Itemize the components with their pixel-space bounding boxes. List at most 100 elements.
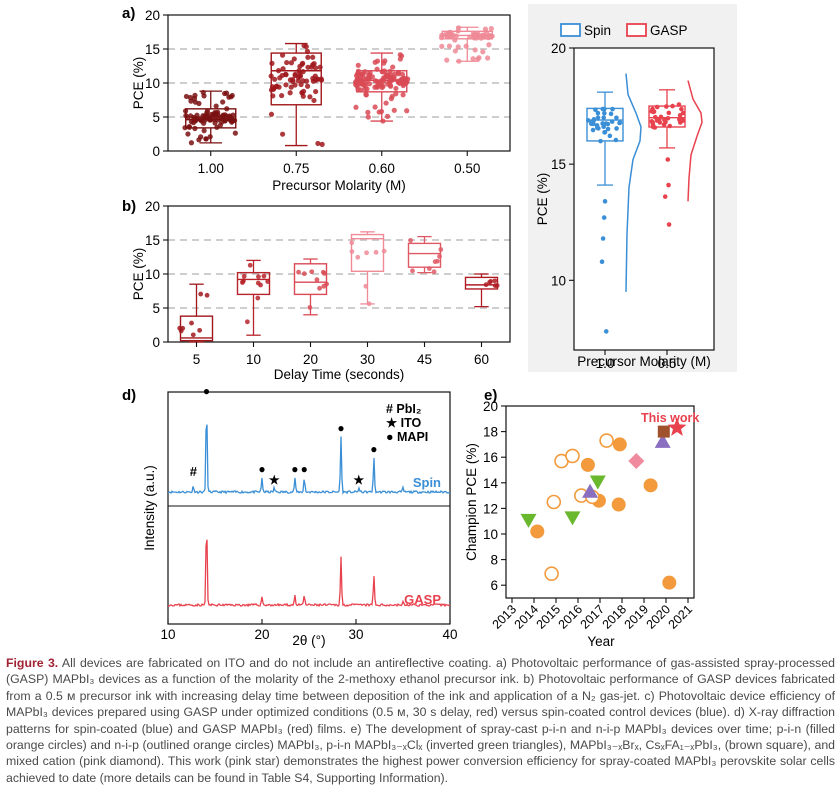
data-point: [395, 79, 401, 85]
data-point: [655, 117, 661, 122]
data-point: [408, 238, 413, 243]
data-point: [317, 64, 323, 70]
data-point: [310, 78, 316, 84]
data-point: [353, 73, 360, 79]
data-point: [379, 69, 386, 75]
data-point: [279, 92, 285, 99]
data-point: [324, 281, 330, 287]
box-iqr: [464, 276, 499, 290]
x-tick-label: 0.60: [369, 161, 395, 176]
data-point: [363, 283, 369, 289]
pbi2-marker: #: [190, 464, 198, 479]
data-point: [401, 81, 407, 87]
data-point: [410, 268, 415, 274]
data-point: [224, 106, 230, 112]
data-point: [492, 278, 498, 284]
data-point: [438, 247, 444, 252]
box-30: [349, 231, 387, 307]
x-tick-label: 2015: [534, 602, 564, 632]
panel-b-ylabel: PCE (%): [131, 248, 146, 301]
panel-e-label: e): [484, 387, 497, 404]
mapi-marker: ●: [203, 384, 210, 398]
data-point: [609, 119, 615, 124]
x-tick-label: 0.50: [454, 161, 480, 176]
x-tick-label: 1.00: [198, 161, 224, 176]
data-point: [475, 56, 481, 62]
point-inverted-triangle: [520, 513, 537, 528]
point-star: [667, 417, 687, 436]
data-point: [602, 199, 608, 204]
data-point: [383, 100, 389, 106]
data-point: [471, 32, 478, 38]
data-point: [353, 104, 359, 110]
xrd-legend-mapi: ● MAPI: [386, 430, 428, 444]
data-point: [283, 82, 289, 88]
violin-outline: [687, 80, 703, 202]
data-point: [186, 124, 193, 130]
data-point: [667, 123, 673, 129]
data-point: [255, 295, 261, 301]
point-triangle: [582, 483, 599, 498]
data-point: [426, 266, 432, 271]
box-1.00: [182, 89, 238, 146]
y-tick-label: 16: [483, 450, 498, 465]
data-point: [212, 120, 218, 126]
data-point: [676, 102, 682, 107]
xrd-legend-ito: ★ ITO: [386, 416, 422, 430]
ito-marker: ★: [353, 473, 364, 487]
panel-c-xlabel: Precursor Molarity (M): [577, 354, 711, 369]
data-point: [303, 78, 310, 84]
y-tick-label: 6: [490, 578, 498, 593]
data-point: [605, 121, 611, 127]
panel-d-xlabel: 2θ (°): [292, 633, 325, 648]
data-point: [600, 121, 605, 126]
data-point: [487, 279, 493, 285]
data-point: [362, 69, 368, 75]
y-tick-label: 15: [145, 233, 160, 248]
box-45: [407, 235, 444, 275]
data-point: [366, 301, 372, 307]
data-point: [280, 66, 286, 72]
data-point: [296, 269, 301, 275]
data-point: [613, 137, 619, 143]
data-point: [182, 125, 188, 131]
point-square: [657, 425, 670, 438]
x-tick-label: 2018: [600, 602, 630, 632]
data-point: [183, 108, 189, 114]
panel-a-xlabel: Precursor Molarity (M): [272, 178, 406, 193]
data-point: [320, 269, 326, 275]
data-point: [191, 95, 198, 102]
xrd-legend: # PbI₂ ★ ITO ● MAPI: [386, 402, 428, 444]
data-point: [405, 76, 411, 82]
box-5: [177, 283, 214, 343]
data-point: [304, 83, 311, 89]
box-0.50: [438, 25, 495, 64]
y-tick-label: 5: [152, 301, 160, 316]
data-point: [349, 240, 355, 246]
data-point: [670, 103, 675, 109]
data-point: [365, 109, 371, 115]
data-point: [268, 111, 275, 117]
box-0.60: [353, 52, 411, 124]
data-point: [287, 90, 293, 96]
data-point: [666, 222, 672, 227]
data-point: [374, 58, 381, 64]
point-open-circle: [546, 494, 562, 510]
point-filled-circle: [530, 524, 545, 539]
x-tick-label: 30: [348, 627, 363, 642]
data-point: [261, 273, 267, 279]
x-tick-label: 2013: [490, 602, 520, 632]
x-tick-label: 2019: [622, 602, 652, 632]
data-point: [383, 72, 389, 78]
data-point: [404, 108, 410, 114]
data-point: [472, 47, 478, 53]
data-point: [265, 279, 271, 284]
data-point: [617, 120, 622, 126]
panel-a: a) 0 5 10 15 20 1.00 0.75 0.60 0.50 Precursor M…: [122, 5, 511, 193]
data-point: [183, 93, 190, 100]
data-point: [296, 68, 302, 74]
data-point: [203, 114, 209, 120]
data-point: [208, 111, 214, 118]
data-point: [666, 110, 672, 116]
